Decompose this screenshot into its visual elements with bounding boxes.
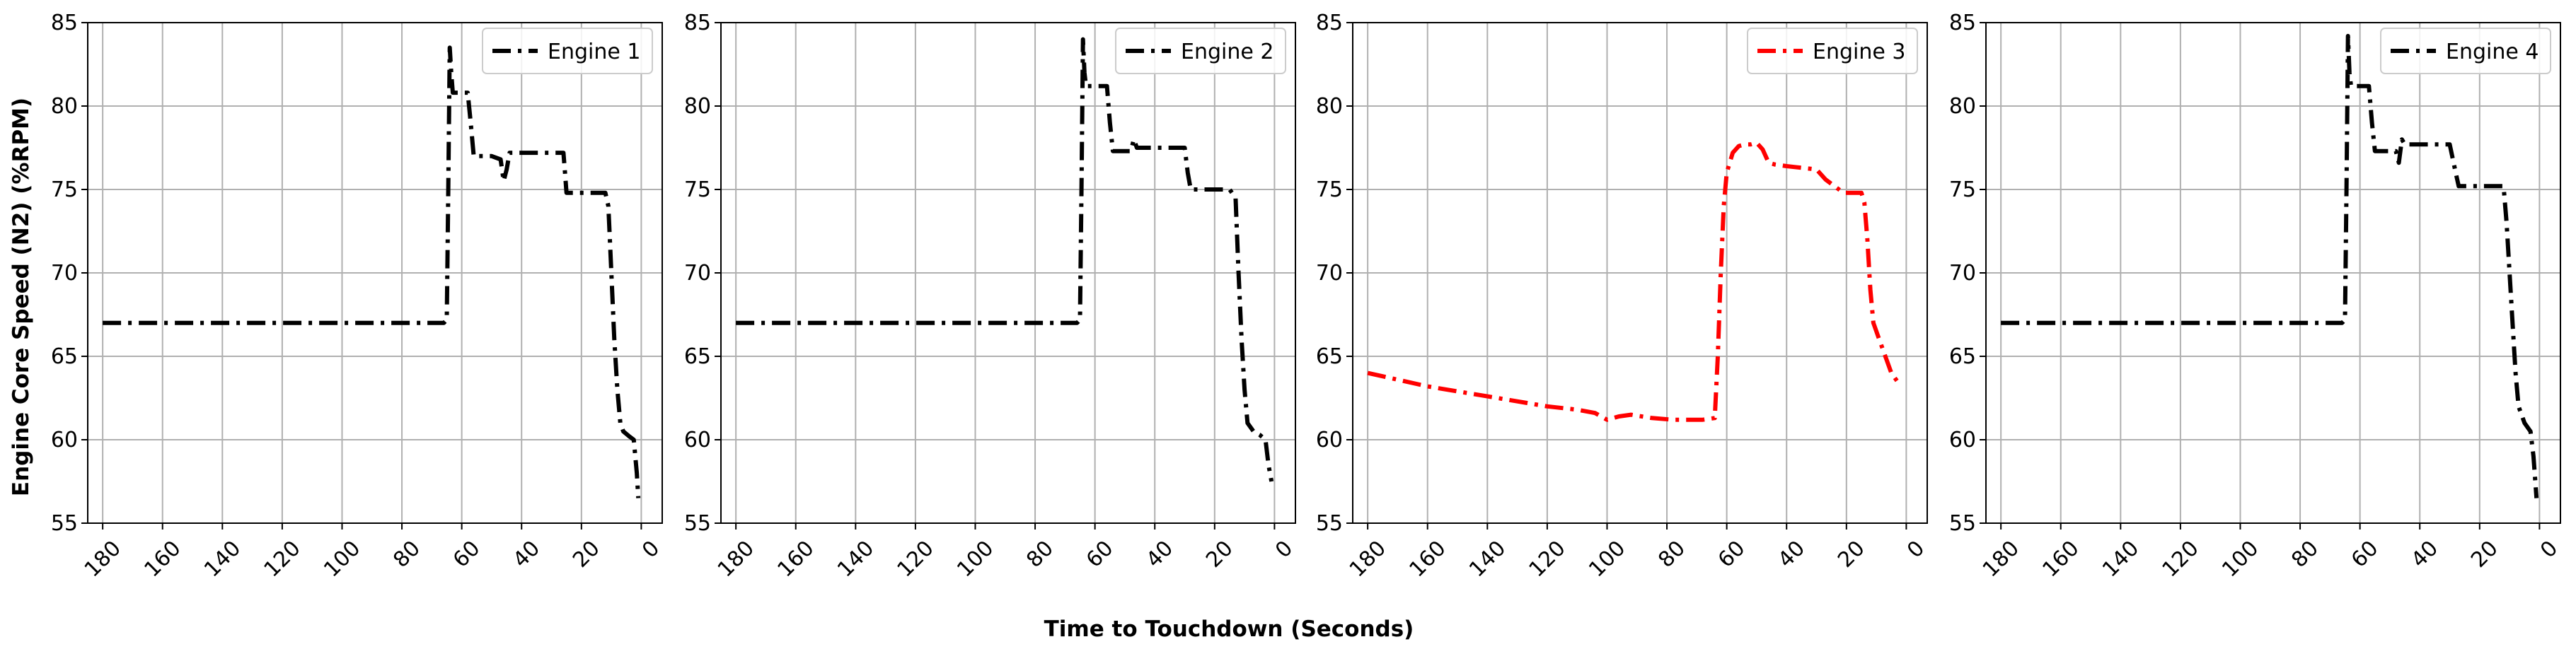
x-tick-label: 60 [2347, 536, 2384, 573]
x-tick-label: 80 [1022, 536, 1058, 573]
chart-panel: 180 160 140 120 100 80 60 40 20 0 55 60 65 70 75 80 85 En… [51, 11, 665, 582]
y-tick-label: 75 [1949, 177, 1976, 202]
x-tick-label: 160 [1404, 536, 1450, 582]
y-tick-label: 55 [1949, 511, 1976, 536]
legend-label: Engine 1 [548, 40, 640, 64]
x-tick-label: 80 [1653, 536, 1690, 573]
y-tick-label: 85 [1949, 11, 1976, 35]
x-tick-label: 0 [637, 536, 664, 563]
x-tick-label: 40 [508, 536, 545, 573]
y-tick-label: 65 [684, 344, 711, 369]
x-tick-label: 40 [2406, 536, 2443, 573]
x-tick-label: 60 [1714, 536, 1750, 573]
x-tick-label: 0 [1271, 536, 1298, 563]
x-tick-label: 100 [319, 536, 365, 582]
series-line [736, 37, 1274, 482]
x-tick-label: 140 [200, 536, 246, 582]
y-tick-label: 80 [51, 94, 78, 119]
x-tick-label: 160 [139, 536, 185, 582]
y-tick-label: 65 [1949, 344, 1976, 369]
y-tick-label: 85 [51, 11, 78, 35]
x-tick-label: 100 [2217, 536, 2263, 582]
x-tick-label: 20 [2466, 536, 2503, 573]
x-tick-label: 120 [2158, 536, 2204, 582]
x-tick-label: 140 [1465, 536, 1511, 582]
x-tick-label: 20 [1201, 536, 1238, 573]
x-tick-label: 80 [388, 536, 425, 573]
x-tick-label: 100 [1584, 536, 1630, 582]
y-tick-label: 55 [684, 511, 711, 536]
y-tick-label: 70 [1949, 261, 1976, 286]
x-tick-label: 60 [1082, 536, 1119, 573]
y-tick-label: 75 [684, 177, 711, 202]
y-tick-label: 60 [51, 428, 78, 452]
legend-box [1747, 28, 1918, 74]
x-tick-label: 20 [1833, 536, 1870, 573]
series-line [103, 45, 641, 498]
y-tick-label: 60 [684, 428, 711, 452]
x-tick-label: 160 [2038, 536, 2084, 582]
y-tick-label: 70 [1316, 261, 1343, 286]
x-tick-label: 180 [80, 536, 126, 582]
y-tick-label: 65 [51, 344, 78, 369]
x-tick-label: 180 [713, 536, 759, 582]
y-tick-label: 60 [1949, 428, 1976, 452]
y-axis-title: Engine Core Speed (N2) (%RPM) [8, 98, 34, 496]
legend-label: Engine 3 [1813, 40, 1905, 64]
chart-panel: 180 160 140 120 100 80 60 40 20 0 55 60 65 70 75 80 85 En… [684, 11, 1298, 582]
legend-label: Engine 2 [1181, 40, 1273, 64]
x-tick-label: 180 [1345, 536, 1391, 582]
series-line [1367, 140, 1902, 422]
y-tick-label: 80 [1949, 94, 1976, 119]
x-tick-label: 40 [1773, 536, 1810, 573]
chart-panel: 180 160 140 120 100 80 60 40 20 0 55 60 65 70 75 80 85 En… [1316, 11, 1930, 582]
y-tick-label: 55 [1316, 511, 1343, 536]
x-tick-label: 160 [773, 536, 819, 582]
y-tick-label: 75 [1316, 177, 1343, 202]
x-tick-label: 100 [952, 536, 998, 582]
y-tick-label: 65 [1316, 344, 1343, 369]
y-tick-label: 55 [51, 511, 78, 536]
y-tick-label: 80 [1316, 94, 1343, 119]
y-tick-label: 85 [1316, 11, 1343, 35]
legend-box [1115, 28, 1286, 74]
panels: 180 160 140 120 100 80 60 40 20 0 55 60 65 70 75 80 85 En… [51, 11, 2563, 582]
x-tick-label: 180 [1978, 536, 2024, 582]
legend-box [2380, 28, 2551, 74]
chart-panel: 180 160 140 120 100 80 60 40 20 0 55 60 65 70 75 80 85 En… [1949, 11, 2563, 582]
x-tick-label: 120 [1525, 536, 1571, 582]
x-tick-label: 60 [449, 536, 485, 573]
x-tick-label: 40 [1141, 536, 1178, 573]
x-tick-label: 140 [2098, 536, 2144, 582]
series-line [2001, 33, 2539, 498]
y-tick-label: 70 [51, 261, 78, 286]
y-tick-label: 75 [51, 177, 78, 202]
legend-label: Engine 4 [2446, 40, 2539, 64]
y-tick-label: 70 [684, 261, 711, 286]
y-tick-label: 60 [1316, 428, 1343, 452]
x-axis-title: Time to Touchdown (Seconds) [1044, 616, 1414, 642]
x-tick-label: 20 [568, 536, 605, 573]
legend-box [482, 28, 653, 74]
x-tick-label: 0 [2536, 536, 2563, 563]
x-tick-label: 80 [2287, 536, 2323, 573]
x-tick-label: 120 [893, 536, 939, 582]
x-tick-label: 140 [833, 536, 879, 582]
y-tick-label: 85 [684, 11, 711, 35]
y-tick-label: 80 [684, 94, 711, 119]
x-tick-label: 120 [260, 536, 306, 582]
x-tick-label: 0 [1902, 536, 1929, 563]
